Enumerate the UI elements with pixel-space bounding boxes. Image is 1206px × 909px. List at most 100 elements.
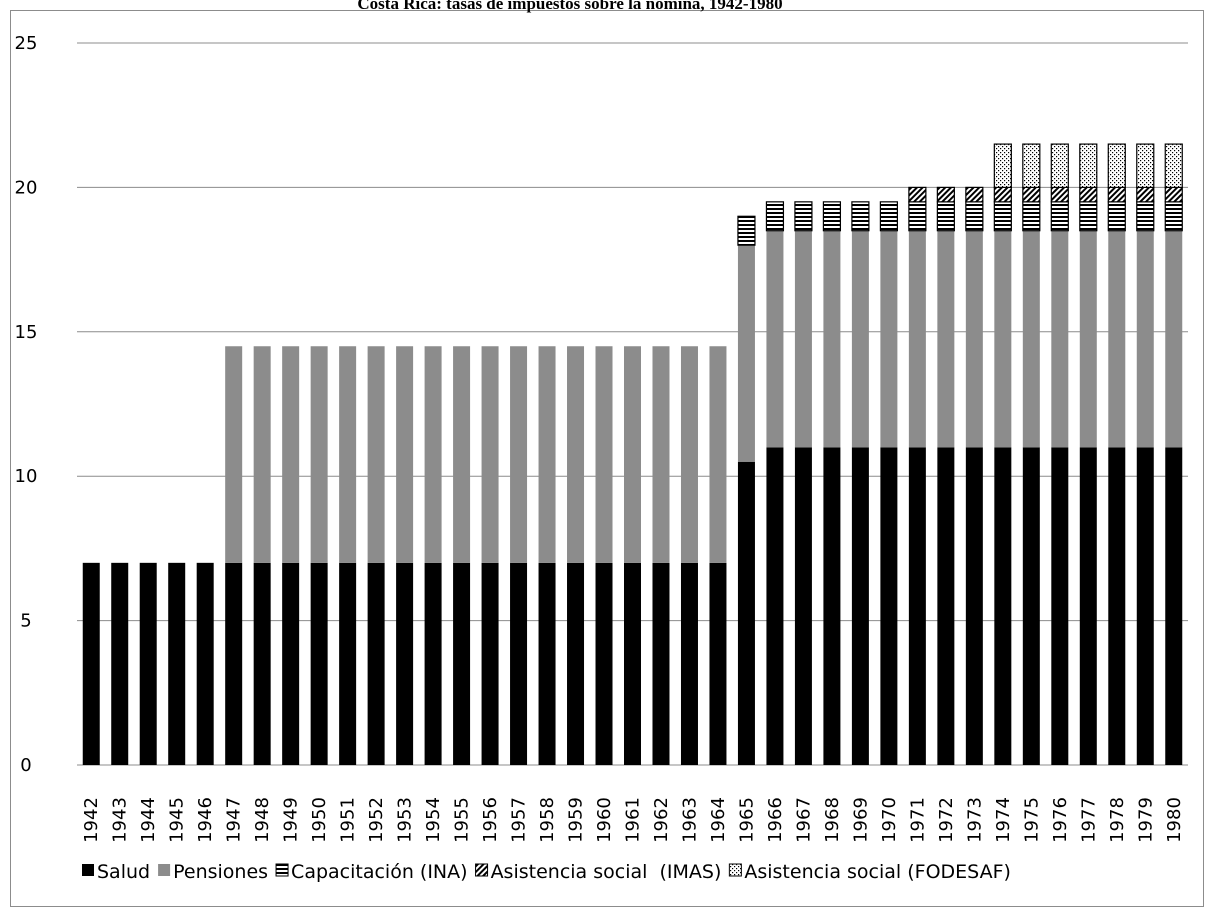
- bar-segment-capacitaci-n-ina: [1079, 201, 1098, 232]
- bar-segment-capacitaci-n-ina: [765, 201, 785, 232]
- legend-swatch-salud: [82, 864, 94, 876]
- bar-segment-salud: [310, 562, 328, 765]
- x-tick-label: 1951: [338, 797, 359, 843]
- bar-segment-salud: [595, 562, 613, 765]
- bar-segment-asistencia-social-fodesaf: [1107, 143, 1126, 189]
- bar-segment-pensiones: [1108, 230, 1126, 448]
- x-tick-label: 1976: [1050, 797, 1071, 843]
- bar-segment-pensiones: [310, 346, 328, 563]
- bar-segment-capacitaci-n-ina: [1136, 201, 1155, 232]
- bar-segment-pensiones: [1079, 230, 1097, 448]
- bar-segment-asistencia-social-fodesaf: [993, 143, 1012, 189]
- legend-label-pensiones: Pensiones: [173, 861, 268, 883]
- bar-segment-salud: [766, 447, 784, 765]
- bar-segment-salud: [367, 562, 385, 765]
- bar-segment-pensiones: [851, 230, 869, 448]
- x-tick-label: 1943: [110, 797, 131, 843]
- bar-segment-salud: [82, 562, 100, 765]
- bar-segment-pensiones: [709, 346, 727, 563]
- legend-label-asistencia-social-fodesaf: Asistencia social (FODESAF): [744, 861, 1011, 883]
- x-tick-label: 1965: [736, 797, 757, 843]
- bar-segment-salud: [994, 447, 1012, 765]
- bar-segment-capacitaci-n-ina: [993, 201, 1012, 232]
- bar-segment-salud: [567, 562, 585, 765]
- bar-segment-asistencia-social-fodesaf: [1050, 143, 1069, 189]
- bar-segment-salud: [1051, 447, 1069, 765]
- x-tick-label: 1977: [1078, 797, 1099, 843]
- bar-segment-pensiones: [624, 346, 641, 563]
- bar-segment-pensiones: [794, 230, 812, 448]
- bar-segment-pensiones: [880, 230, 898, 448]
- x-tick-label: 1956: [480, 797, 501, 843]
- bar-segment-salud: [880, 447, 898, 765]
- x-tick-label: 1946: [195, 797, 216, 843]
- x-tick-label: 1962: [651, 797, 672, 843]
- bar-segment-capacitaci-n-ina: [936, 201, 955, 232]
- x-tick-label: 1963: [679, 797, 700, 843]
- x-tick-label: 1959: [566, 797, 587, 843]
- bar-segment-asistencia-social-fodesaf: [1136, 143, 1155, 189]
- bar-segment-pensiones: [396, 346, 414, 563]
- bar-segment-salud: [339, 562, 357, 765]
- bar-segment-salud: [196, 562, 214, 765]
- bar-segment-pensiones: [1136, 230, 1154, 448]
- bar-segment-pensiones: [567, 346, 585, 563]
- bar-segment-asistencia-social-imas: [1164, 186, 1183, 203]
- x-tick-label: 1969: [850, 797, 871, 843]
- bar-segment-salud: [253, 562, 271, 765]
- bar-segment-pensiones: [994, 230, 1012, 448]
- legend-swatch-capacitaci-n-ina: [275, 863, 289, 877]
- bar-segment-pensiones: [225, 346, 243, 563]
- y-tick-label: 0: [20, 755, 31, 776]
- x-tick-label: 1961: [623, 797, 644, 843]
- bar-segment-pensiones: [253, 346, 271, 563]
- bar-segment-salud: [139, 562, 157, 765]
- bar-segment-salud: [1108, 447, 1126, 765]
- bar-segment-pensiones: [282, 346, 300, 563]
- bar-segment-salud: [624, 562, 641, 765]
- x-tick-label: 1954: [423, 797, 444, 843]
- x-tick-label: 1975: [1021, 797, 1042, 843]
- bar-segment-pensiones: [538, 346, 556, 563]
- bar-segment-salud: [1165, 447, 1183, 765]
- x-tick-label: 1958: [537, 797, 558, 843]
- bar-segment-pensiones: [481, 346, 499, 563]
- legend-label-salud: Salud: [97, 861, 150, 883]
- bar-segment-capacitaci-n-ina: [1022, 201, 1041, 232]
- x-tick-label: 1971: [907, 797, 928, 843]
- bar-segment-capacitaci-n-ina: [1164, 201, 1183, 232]
- bar-segment-asistencia-social-imas: [993, 186, 1012, 203]
- bar-segment-asistencia-social-fodesaf: [1022, 143, 1041, 189]
- x-tick-label: 1960: [594, 797, 615, 843]
- bar-segment-asistencia-social-imas: [1079, 186, 1098, 203]
- x-tick-label: 1964: [708, 797, 729, 843]
- x-tick-label: 1952: [366, 797, 387, 843]
- bar-segment-pensiones: [339, 346, 357, 563]
- x-tick-label: 1950: [309, 797, 330, 843]
- bar-segment-asistencia-social-fodesaf: [1164, 143, 1183, 189]
- bar-segment-salud: [965, 447, 983, 765]
- x-tick-label: 1953: [395, 797, 416, 843]
- bar-segment-salud: [481, 562, 499, 765]
- bar-segment-asistencia-social-imas: [1136, 186, 1155, 203]
- y-tick-label: 25: [15, 33, 38, 54]
- bar-segment-pensiones: [737, 245, 755, 462]
- bar-segment-salud: [908, 447, 926, 765]
- x-tick-label: 1955: [452, 797, 473, 843]
- bar-segment-salud: [424, 562, 442, 765]
- bar-segment-salud: [510, 562, 528, 765]
- bar-segment-pensiones: [367, 346, 385, 563]
- bar-segment-asistencia-social-fodesaf: [1079, 143, 1098, 189]
- bar-segment-salud: [396, 562, 414, 765]
- bar-segment-capacitaci-n-ina: [879, 201, 898, 232]
- y-tick-label: 10: [15, 466, 38, 487]
- bar-segment-pensiones: [908, 230, 926, 448]
- bar-segment-salud: [111, 562, 129, 765]
- y-tick-label: 5: [20, 611, 31, 632]
- bar-segment-capacitaci-n-ina: [908, 201, 927, 232]
- bar-segment-asistencia-social-imas: [965, 186, 984, 203]
- bar-segment-capacitaci-n-ina: [851, 201, 870, 232]
- x-tick-label: 1978: [1107, 797, 1128, 843]
- bar-segment-salud: [1136, 447, 1154, 765]
